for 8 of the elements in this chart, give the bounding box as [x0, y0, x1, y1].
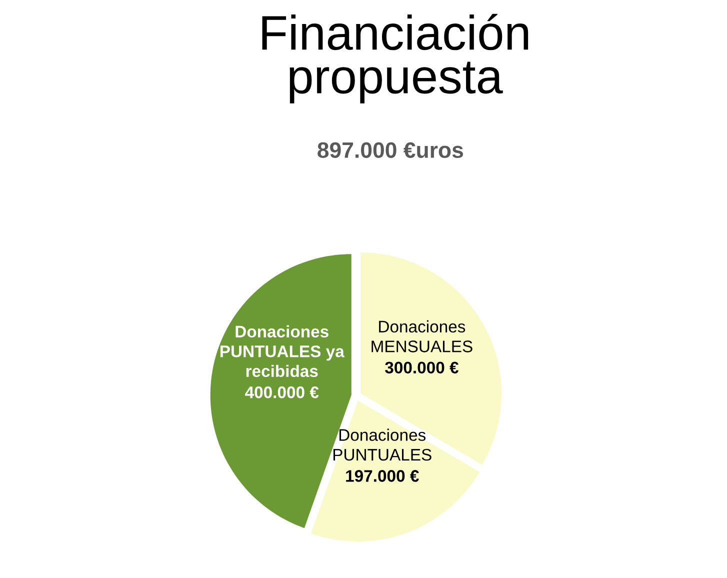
chart-title: Financiación propuesta	[262, 14, 528, 104]
slice-label: Donaciones PUNTUALES	[333, 428, 432, 461]
data-label: 300.000 €	[385, 362, 458, 374]
chart-subtitle: 897.000 €uros	[318, 142, 463, 158]
data-label: 197.000 €	[346, 470, 419, 482]
data-label: 400.000 €	[245, 386, 319, 398]
slice-label: Donaciones MENSUALES	[372, 320, 472, 352]
slice-label: Donaciones PUNTUALES ya recibidas	[220, 325, 344, 378]
